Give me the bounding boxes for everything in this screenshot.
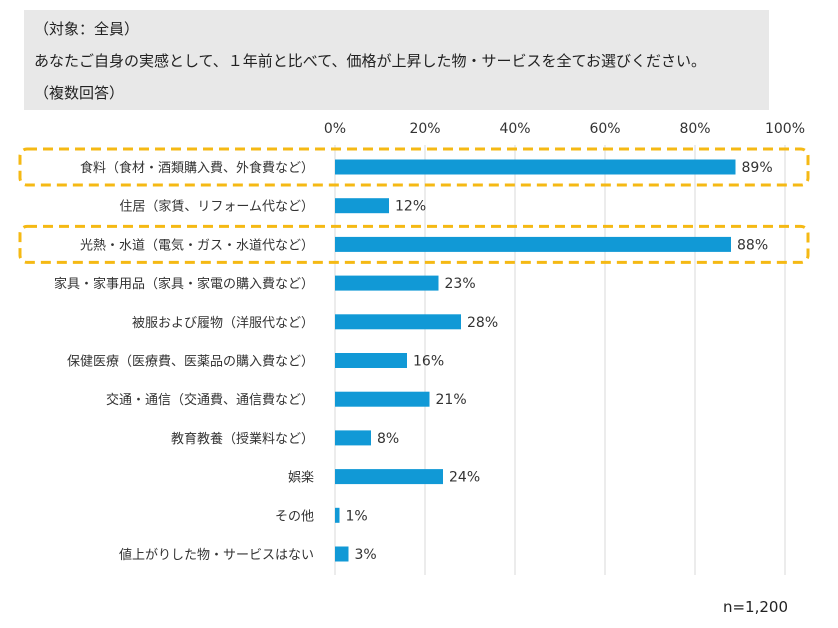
value-label: 28% [467,315,498,331]
x-tick-label: 60% [589,121,620,137]
bar [335,507,340,523]
sample-size-label: n=1,200 [722,598,788,616]
category-label: 住居（家賃、リフォーム代など） [119,199,314,215]
value-label: 88% [737,237,768,253]
category-label: 教育教養（授業料など） [171,431,314,447]
value-label: 23% [445,276,476,292]
question-header-box [24,10,769,110]
value-label: 89% [742,160,773,176]
bar [335,198,389,214]
bar [335,314,461,330]
x-tick-label: 20% [409,121,440,137]
category-label: 娯楽 [288,470,314,486]
bar [335,430,371,446]
category-label: 家具・家事用品（家具・家電の購入費など） [54,276,314,292]
x-tick-label: 40% [499,121,530,137]
bar [335,353,407,368]
highlight-box [18,147,810,187]
value-label: 8% [377,431,399,447]
bar [335,159,736,175]
question-text: あなたご自身の実感として、１年前と比べて、価格が上昇した物・サービスを全てお選び… [34,52,707,70]
category-label: 食料（食材・酒類購入費、外食費など） [80,160,314,176]
category-label: 交通・通信（交通費、通信費など） [106,392,314,408]
bar [335,275,439,291]
bar [335,546,349,562]
value-label: 12% [395,199,426,215]
category-label: 保健医療（医療費、医薬品の購入費など） [67,355,314,370]
answer-type-label: （複数回答） [34,84,125,102]
category-label: 値上がりした物・サービスはない [119,547,314,563]
value-label: 1% [346,508,368,524]
x-tick-label: 100% [765,121,805,137]
value-label: 16% [413,354,444,370]
x-tick-label: 0% [324,121,346,137]
value-label: 24% [449,470,480,486]
bar [335,236,731,252]
target-label: （対象：全員） [34,20,140,38]
highlight-box [18,224,810,264]
category-label: その他 [275,509,314,524]
value-label: 21% [436,392,467,408]
bar [335,469,443,485]
x-tick-label: 80% [679,121,710,137]
category-label: 光熱・水道（電気・ガス・水道代など） [80,237,314,253]
category-label: 被服および履物（洋服代など） [132,316,314,331]
value-label: 3% [355,547,377,563]
bar [335,391,430,407]
